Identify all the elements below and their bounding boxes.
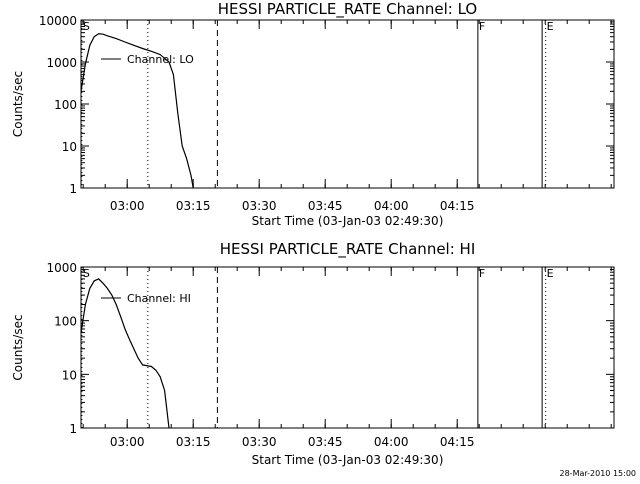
y-tick-label: 1: [69, 422, 77, 436]
series-line: [80, 278, 170, 429]
x-tick-label: 03:00: [110, 435, 145, 449]
x-tick-label: 04:00: [374, 435, 409, 449]
y-tick-label: 10000: [39, 14, 77, 28]
x-axis-label: Start Time (03-Jan-03 02:49:30): [252, 453, 444, 467]
chart-title: HESSI PARTICLE_RATE Channel: LO: [218, 0, 477, 19]
time-marker-flag: E: [547, 267, 554, 280]
x-tick-label: 03:15: [176, 435, 211, 449]
x-tick-label: 03:45: [308, 199, 343, 213]
y-axis-label: Counts/sec: [11, 71, 25, 137]
y-tick-label: 100: [54, 315, 77, 329]
x-tick-label: 04:15: [440, 435, 475, 449]
y-tick-label: 1000: [46, 56, 77, 70]
plot-timestamp: 28-Mar-2010 15:00: [560, 469, 637, 478]
chart-title: HESSI PARTICLE_RATE Channel: HI: [220, 240, 476, 259]
time-marker-flag: F: [479, 267, 485, 280]
x-tick-label: 03:45: [308, 435, 343, 449]
lo-channel-panel: HESSI PARTICLE_RATE Channel: LO 1 10 100 100…: [11, 0, 615, 228]
y-tick-label: 10: [62, 368, 77, 382]
y-tick-label: 1000: [46, 261, 77, 275]
time-marker-flag: S: [83, 267, 90, 280]
time-marker-flag: F: [479, 20, 485, 33]
x-axis-label: Start Time (03-Jan-03 02:49:30): [252, 214, 444, 228]
y-tick-label: 100: [54, 98, 77, 112]
time-marker-flag: E: [547, 20, 554, 33]
x-tick-label: 03:30: [242, 435, 277, 449]
y-tick-label: 10: [62, 140, 77, 154]
x-tick-label: 03:00: [110, 199, 145, 213]
series-line: [80, 33, 194, 189]
y-axis-label: Counts/sec: [11, 314, 25, 380]
x-tick-label: 04:15: [440, 199, 475, 213]
legend-label: Channel: HI: [127, 292, 191, 305]
plot-frame: [80, 19, 615, 189]
hi-channel-panel: HESSI PARTICLE_RATE Channel: HI 1 10 100 100…: [11, 240, 615, 467]
legend-label: Channel: LO: [127, 53, 194, 66]
y-tick-label: 1: [69, 182, 77, 196]
x-tick-label: 03:15: [176, 199, 211, 213]
x-tick-label: 04:00: [374, 199, 409, 213]
time-marker-flag: S: [83, 20, 90, 33]
x-tick-label: 03:30: [242, 199, 277, 213]
